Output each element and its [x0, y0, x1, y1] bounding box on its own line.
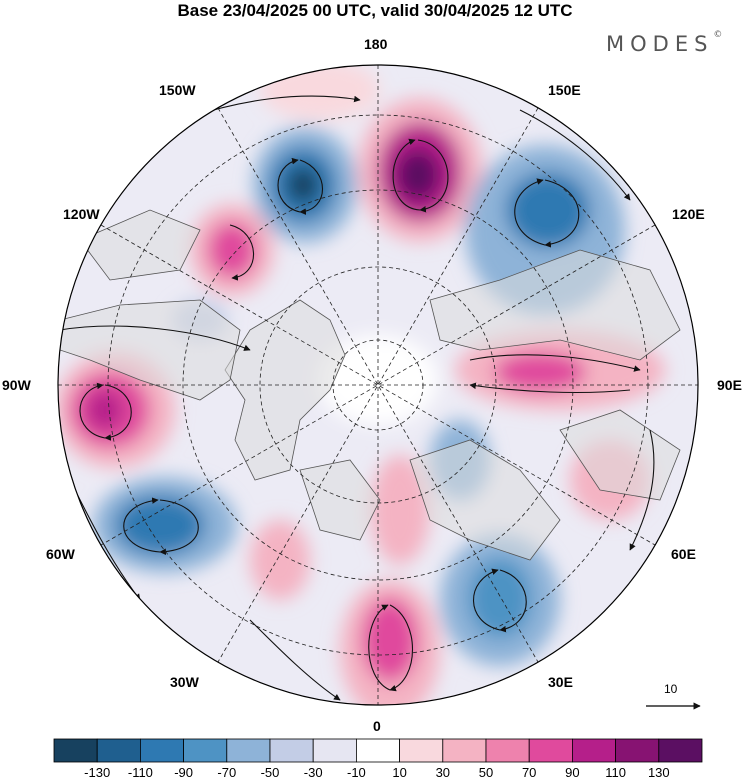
colorbar-swatch [615, 738, 660, 763]
colorbar-tick-label: -130 [84, 765, 111, 780]
lon-label-90e: 90E [717, 377, 742, 393]
colorbar-swatch [312, 738, 357, 763]
colorbar-swatch [226, 738, 271, 763]
graticule [58, 65, 698, 705]
colorbar-tick-label: 130 [647, 765, 670, 780]
lon-label-60w: 60W [46, 546, 75, 562]
lon-label-90w: 90W [2, 377, 31, 393]
colorbar-swatch [140, 738, 185, 763]
colorbar-swatch [399, 738, 444, 763]
colorbar-swatch [183, 738, 228, 763]
colorbar-tick-label: 110 [605, 765, 626, 780]
lon-label-150e: 150E [548, 82, 581, 98]
colorbar-swatch [269, 738, 314, 763]
colorbar-swatch [355, 738, 400, 763]
colorbar-tick-label: 70 [521, 765, 537, 780]
coastlines [59, 209, 681, 561]
colorbar-swatch [572, 738, 617, 763]
lon-label-150w: 150W [159, 82, 196, 98]
lon-label-60e: 60E [671, 546, 696, 562]
modes-logo: MODES© [606, 30, 723, 56]
colorbar-swatch [485, 738, 530, 763]
lon-label-180: 180 [364, 36, 388, 52]
colorbar [53, 738, 703, 763]
lon-label-30e: 30E [548, 674, 573, 690]
colorbar-swatch [96, 738, 141, 763]
colorbar-tick-label: -30 [303, 765, 323, 780]
colorbar-tick-label: 90 [565, 765, 580, 780]
colorbar-tick-label: -110 [127, 765, 153, 780]
colorbar-tick-label: -90 [174, 765, 193, 780]
colorbar-tick-label: 30 [435, 765, 451, 780]
colorbar-tick-label: 50 [478, 765, 494, 780]
colorbar-tick-label: 10 [392, 765, 407, 780]
colorbar-swatch [53, 738, 98, 763]
map-title: Base 23/04/2025 00 UTC, valid 30/04/2025… [177, 1, 573, 20]
colorbar-tick-label: -10 [346, 765, 366, 780]
colorbar-tick-label: -50 [260, 765, 280, 780]
lon-label-30w: 30W [170, 674, 199, 690]
colorbar-swatch [528, 738, 573, 763]
colorbar-tick-label: -70 [217, 765, 237, 780]
colorbar-swatch [442, 738, 487, 763]
lon-label-120w: 120W [63, 206, 100, 222]
lon-label-120e: 120E [672, 206, 705, 222]
reference-vector-label: 10 [664, 682, 678, 696]
lon-label-0: 0 [373, 718, 381, 734]
colorbar-swatch [658, 738, 703, 763]
map-border [57, 64, 699, 706]
